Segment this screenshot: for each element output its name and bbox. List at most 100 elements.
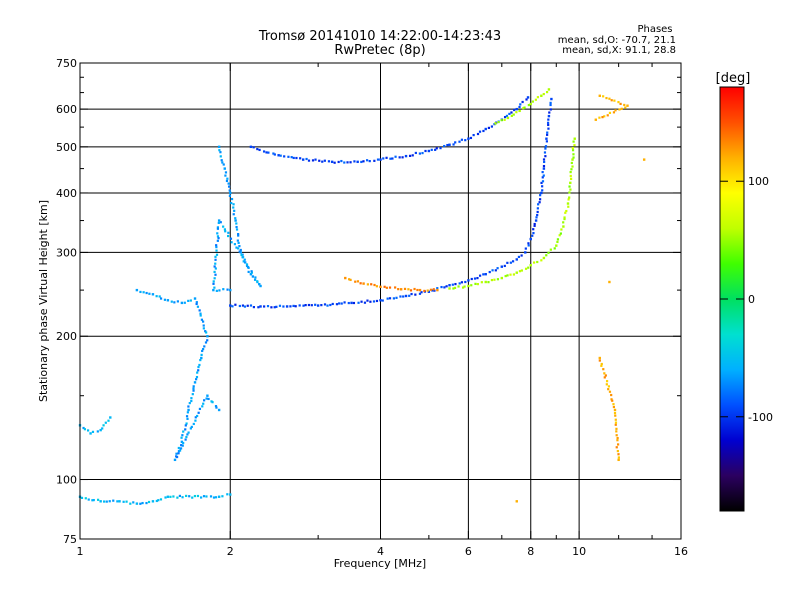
- data-point: [237, 241, 240, 244]
- colorbar-ticks: 100 0 -100: [720, 175, 773, 424]
- data-point: [544, 147, 547, 150]
- data-point: [452, 143, 455, 146]
- y-tick-label: 400: [56, 187, 77, 200]
- data-point: [461, 286, 465, 289]
- data-point: [453, 286, 457, 289]
- data-point: [470, 277, 473, 281]
- data-point: [509, 261, 512, 264]
- data-point: [215, 289, 218, 292]
- data-point: [418, 152, 422, 155]
- data-point: [568, 185, 571, 188]
- data-point: [221, 495, 224, 498]
- data-point: [389, 157, 392, 160]
- data-point: [209, 495, 213, 498]
- data-point: [314, 158, 317, 161]
- data-point: [184, 424, 187, 427]
- data-point: [335, 303, 339, 306]
- data-point: [129, 502, 132, 505]
- data-point: [360, 300, 363, 303]
- data-point: [199, 314, 202, 317]
- data-point: [207, 397, 210, 401]
- data-point: [539, 194, 542, 197]
- data-point: [139, 290, 142, 294]
- data-point: [257, 306, 260, 309]
- data-point: [267, 151, 270, 154]
- data-point: [506, 261, 509, 264]
- data-point: [549, 103, 552, 107]
- data-point: [467, 137, 470, 140]
- data-point: [536, 213, 539, 217]
- data-point: [439, 147, 442, 150]
- data-point: [82, 426, 85, 430]
- data-point: [259, 305, 262, 308]
- data-point: [250, 270, 253, 273]
- data-point: [181, 434, 184, 437]
- series-group: [494, 88, 551, 125]
- data-point: [350, 301, 353, 305]
- data-point: [563, 216, 566, 219]
- data-point: [527, 242, 530, 245]
- data-point: [307, 159, 311, 162]
- data-point: [231, 305, 234, 308]
- data-point: [205, 331, 208, 334]
- data-point: [188, 401, 191, 405]
- data-point: [615, 430, 618, 433]
- data-point: [562, 225, 565, 228]
- data-point: [238, 245, 241, 248]
- data-point: [538, 201, 541, 204]
- data-point: [214, 258, 217, 261]
- series-group: [448, 137, 576, 290]
- data-point: [349, 161, 352, 164]
- data-point: [198, 363, 201, 367]
- data-point: [185, 435, 188, 439]
- data-point: [547, 123, 550, 127]
- data-point: [395, 296, 398, 299]
- data-point: [353, 160, 356, 163]
- data-point: [532, 228, 535, 231]
- data-point: [423, 289, 426, 293]
- data-point: [175, 452, 178, 455]
- data-point: [565, 209, 568, 213]
- data-point: [467, 279, 470, 282]
- data-point: [473, 277, 477, 280]
- data-point: [192, 422, 195, 426]
- data-point: [539, 198, 542, 201]
- data-point: [135, 502, 139, 505]
- data-point: [292, 304, 295, 308]
- data-point: [604, 374, 607, 377]
- y-tick-label: 600: [56, 103, 77, 116]
- data-point: [408, 294, 411, 297]
- data-point: [392, 297, 396, 300]
- data-point: [365, 159, 369, 162]
- data-point: [617, 456, 620, 459]
- data-point: [372, 300, 376, 303]
- data-point: [188, 495, 191, 498]
- data-point: [549, 108, 552, 111]
- data-point: [273, 153, 276, 156]
- data-point: [357, 301, 360, 304]
- data-point: [626, 104, 629, 107]
- data-point: [266, 305, 270, 308]
- data-point: [230, 201, 233, 205]
- data-point: [431, 289, 434, 292]
- data-point: [532, 261, 536, 264]
- data-point: [103, 500, 106, 503]
- data-point: [360, 160, 363, 164]
- data-point: [535, 216, 538, 219]
- data-point: [278, 304, 282, 307]
- data-point: [275, 305, 278, 308]
- data-point: [534, 219, 538, 222]
- data-point: [186, 417, 189, 420]
- data-point: [164, 496, 167, 499]
- y-axis-label: Stationary phase Virtual Height [km]: [37, 200, 50, 402]
- data-point: [346, 161, 349, 164]
- data-point: [620, 107, 623, 110]
- data-point: [541, 170, 544, 174]
- data-point: [195, 302, 198, 306]
- data-point: [193, 297, 197, 300]
- data-point: [347, 301, 350, 305]
- data-point: [533, 222, 536, 226]
- data-point: [238, 304, 241, 308]
- data-point: [253, 278, 257, 281]
- data-point: [212, 496, 216, 499]
